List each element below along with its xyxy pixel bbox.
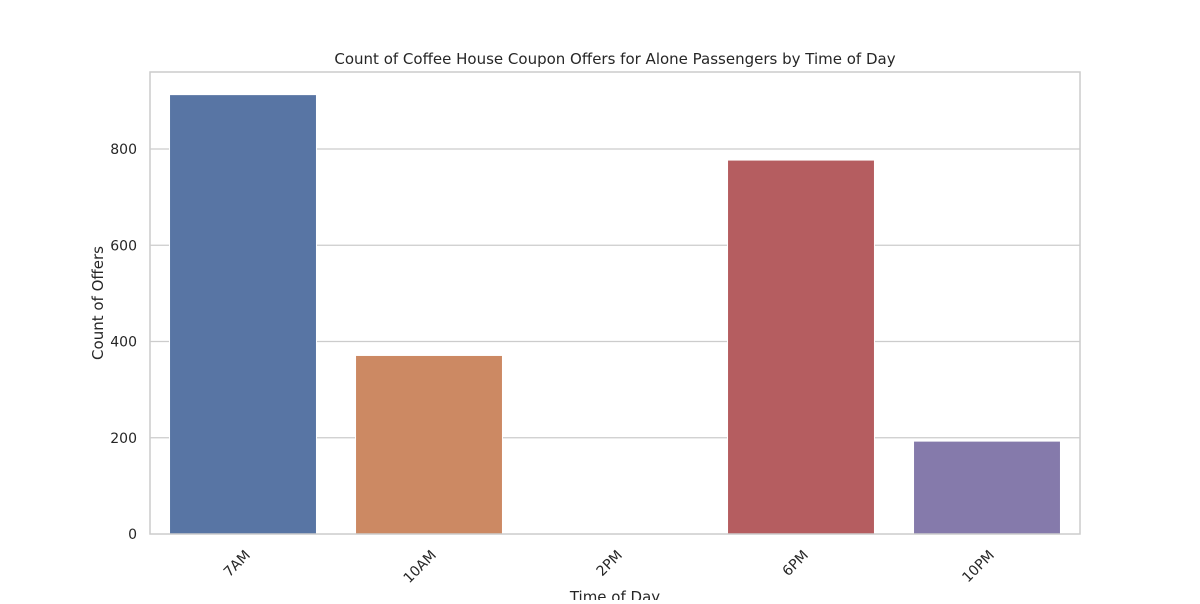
x-tick-label: 7AM (221, 548, 254, 581)
bar-10am (355, 354, 503, 535)
y-tick-label: 200 (110, 431, 137, 447)
bar-7am (169, 94, 317, 535)
x-tick-label: 10AM (401, 548, 440, 587)
y-axis-ticks: 0 200 400 600 800 (110, 142, 137, 543)
y-axis-label: Count of Offers (89, 246, 107, 360)
x-tick-label: 10PM (959, 548, 997, 586)
y-tick-label: 400 (110, 335, 137, 351)
bar-6pm (727, 159, 875, 535)
y-tick-label: 0 (128, 527, 137, 543)
y-tick-label: 800 (110, 142, 137, 158)
y-tick-label: 600 (110, 238, 137, 254)
bars (169, 94, 1061, 535)
bar-10pm (913, 440, 1061, 535)
plot-frame (149, 71, 1081, 535)
x-axis-ticks: 7AM 10AM 2PM 6PM 10PM (221, 548, 998, 587)
chart-title: Count of Coffee House Coupon Offers for … (334, 50, 895, 68)
x-axis-label: Time of Day (569, 588, 660, 600)
x-tick-label: 6PM (780, 548, 812, 580)
x-tick-label: 2PM (594, 548, 626, 580)
